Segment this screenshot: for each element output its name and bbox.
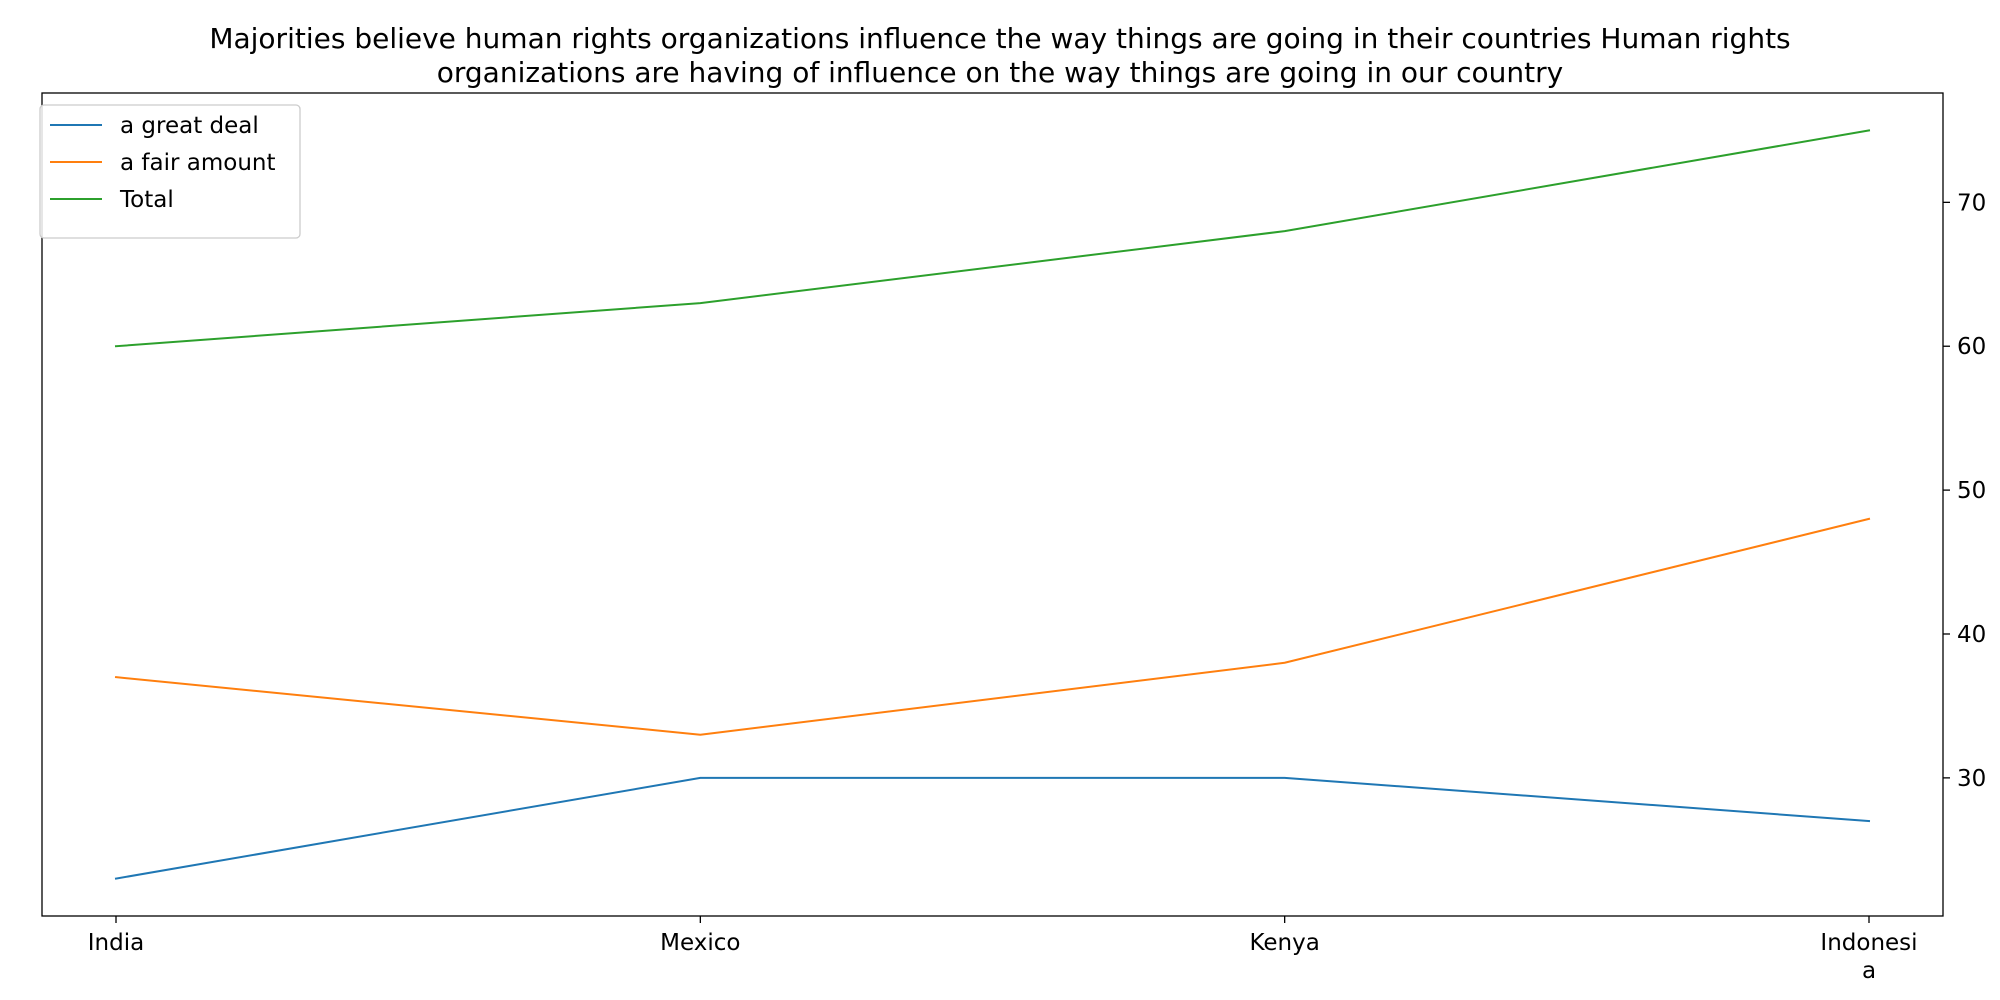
series-line-a-great-deal bbox=[114, 776, 1871, 880]
plot-area-frame bbox=[41, 92, 1944, 917]
legend-label-a-fair-amount: a fair amount bbox=[120, 150, 276, 176]
y-tick-label-50: 50 bbox=[1957, 478, 1986, 504]
y-tick-label-30: 30 bbox=[1957, 766, 1986, 792]
legend-label-total: Total bbox=[119, 187, 174, 213]
chart-title: Majorities believe human rights organiza… bbox=[209, 22, 1790, 89]
x-tick-label-mexico: Mexico bbox=[660, 930, 740, 956]
series-line-a-fair-amount bbox=[114, 517, 1871, 736]
x-tick-label-line: India bbox=[88, 930, 144, 956]
x-tick-label-indonesia: Indonesi a bbox=[1820, 930, 1917, 984]
x-tick-label-india: India bbox=[88, 930, 144, 956]
chart-title-line-2: organizations are having of influence on… bbox=[437, 56, 1563, 89]
series-lines bbox=[114, 129, 1871, 880]
x-tick-label-line: Indonesi bbox=[1820, 930, 1917, 956]
y-tick-label-60: 60 bbox=[1957, 334, 1986, 360]
y-tick-label-40: 40 bbox=[1957, 622, 1986, 648]
x-axis: India Mexico Kenya Indonesi a bbox=[88, 916, 1918, 984]
chart-title-line-1: Majorities believe human rights organiza… bbox=[209, 22, 1790, 55]
y-tick-label-70: 70 bbox=[1957, 190, 1986, 216]
x-tick-label-line: Kenya bbox=[1249, 930, 1319, 956]
x-tick-label-line: Mexico bbox=[660, 930, 740, 956]
legend: a great deal a fair amount Total bbox=[39, 104, 301, 239]
x-tick-label-line: a bbox=[1862, 958, 1876, 984]
legend-label-a-great-deal: a great deal bbox=[120, 113, 259, 139]
legend-box bbox=[39, 104, 301, 239]
series-line-total bbox=[114, 129, 1871, 348]
x-tick-label-kenya: Kenya bbox=[1249, 930, 1319, 956]
y-axis: 30 40 50 60 70 bbox=[1943, 190, 1986, 792]
